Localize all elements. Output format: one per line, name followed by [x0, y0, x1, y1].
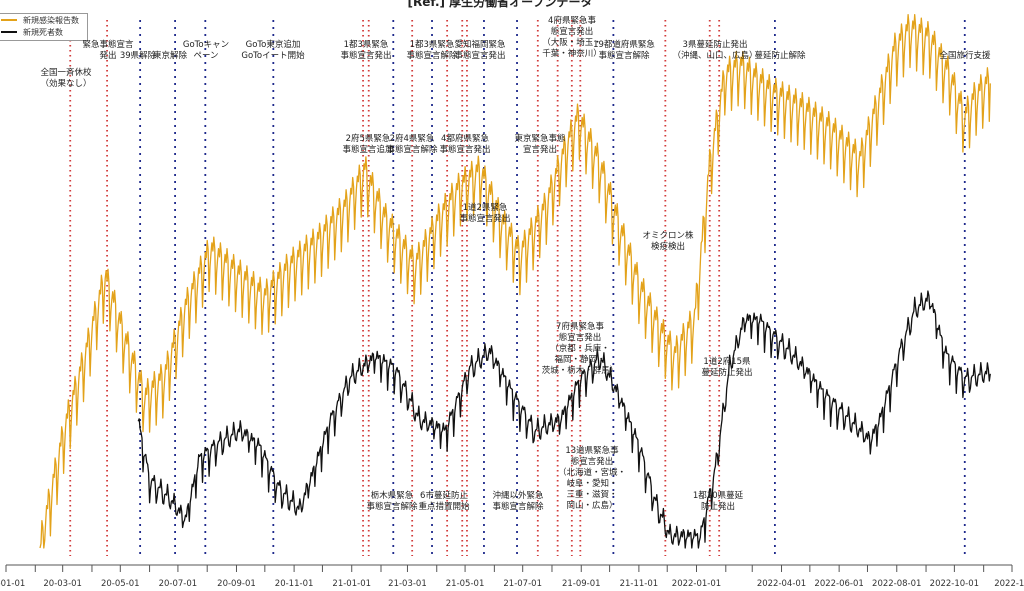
annotation: 緊急事態宣言 発出: [82, 40, 134, 61]
annotation: GoToキャン ペーン: [182, 40, 230, 61]
series-line-infections: [39, 13, 991, 549]
x-tick-label: 21-11-01: [620, 579, 659, 589]
annotation: 7府県緊急事 態宣言発出 （京都・兵庫・ 福岡・静岡・ 茨城・栃木・群馬）: [541, 322, 619, 376]
annotation: 2府4県緊急 事態宣言解除: [386, 134, 438, 155]
x-tick-label: 20-05-01: [101, 579, 140, 589]
legend-swatch-yellow: [1, 19, 17, 21]
annotation: 東京解除: [152, 51, 188, 61]
annotation: 4都府県緊急 事態宣言発出: [439, 134, 491, 155]
annotation: 1都3県緊急 事態宣言発出: [340, 40, 392, 61]
legend-swatch-black: [1, 31, 17, 33]
x-tick-label: 20-03-01: [43, 579, 82, 589]
annotation: 1都10県蔓延 防止発出: [692, 491, 744, 512]
x-tick-label: 21-01-01: [332, 579, 371, 589]
x-tick-label: 20-11-01: [275, 579, 314, 589]
annotation: 3県蔓延防止発出 （沖縄、山口、広島）: [672, 40, 758, 61]
annotation: 全国一斉休校 （効果なし）: [40, 68, 92, 89]
annotation: 全国旅行支援: [939, 51, 991, 61]
x-tick-label: 2022-04-01: [757, 579, 806, 589]
legend-item-deaths: 新規死者数: [0, 26, 87, 38]
legend-label: 新規死者数: [23, 27, 63, 37]
annotation: GoTo東京追加 GoToイート開始: [241, 40, 305, 61]
annotation: 栃木県緊急 事態宣言解除: [366, 491, 418, 512]
annotation: 4府県緊急事 態宣言発出 （大阪・埼玉・ 千葉・神奈川）: [542, 16, 602, 59]
x-tick-label: 21-03-01: [388, 579, 427, 589]
annotation: 19都道府県緊急 事態宣言解除: [593, 40, 655, 61]
x-tick-label: 20-01-01: [0, 579, 25, 589]
x-tick-label: 2022-10-01: [930, 579, 979, 589]
chart-title: [Ref.] 厚生労働省オープンデータ: [407, 0, 593, 9]
annotation: 蔓延防止解除: [754, 51, 806, 61]
annotation: 東京緊急事態 宣言発出: [514, 134, 566, 155]
annotation: 13道県緊急事 態宣言発出 （北海道・宮城・ 岐阜・愛知・ 三重・滋賀・ 岡山・…: [557, 446, 627, 511]
x-tick-label: 2022-06-01: [814, 579, 863, 589]
annotation: 2府5県緊急 事態宣言追加: [342, 134, 394, 155]
annotation: 6市蔓延防止 重点措置開始: [418, 491, 470, 512]
x-tick-label: 20-09-01: [217, 579, 256, 589]
annotation: オミクロン株 検疫検出: [642, 231, 694, 252]
legend-item-infections: 新規感染報告数: [0, 14, 87, 26]
series-line-deaths: [137, 290, 991, 549]
series-lines: [39, 13, 991, 549]
x-tick-label: 20-07-01: [159, 579, 198, 589]
x-tick-label: 21-07-01: [503, 579, 542, 589]
x-tick-label: 2022-12: [994, 579, 1024, 589]
annotation: 1道2県緊急 事態宣言発出: [459, 203, 511, 224]
annotation: 1都3県緊急 事態宣言解除: [406, 40, 458, 61]
x-tick-label: 2022-08-01: [872, 579, 921, 589]
event-lines: [69, 20, 966, 556]
x-tick-label: 21-05-01: [446, 579, 485, 589]
annotation: 1道2府15県 蔓延防止発出: [701, 357, 753, 378]
x-tick-label: 21-09-01: [562, 579, 601, 589]
annotation: 沖縄以外緊急 事態宣言解除: [492, 491, 544, 512]
annotation: 39県解除: [119, 51, 157, 61]
x-axis: 20-01-01 20-03-01 20-05-01 20-07-01 20-09-01…: [0, 564, 1024, 589]
annotation: 愛知福岡緊急 事態宣言発出: [454, 40, 506, 61]
legend-label: 新規感染報告数: [23, 15, 79, 25]
x-tick-label: 2022-01-01: [672, 579, 721, 589]
legend: 新規感染報告数 新規死者数: [0, 13, 88, 41]
